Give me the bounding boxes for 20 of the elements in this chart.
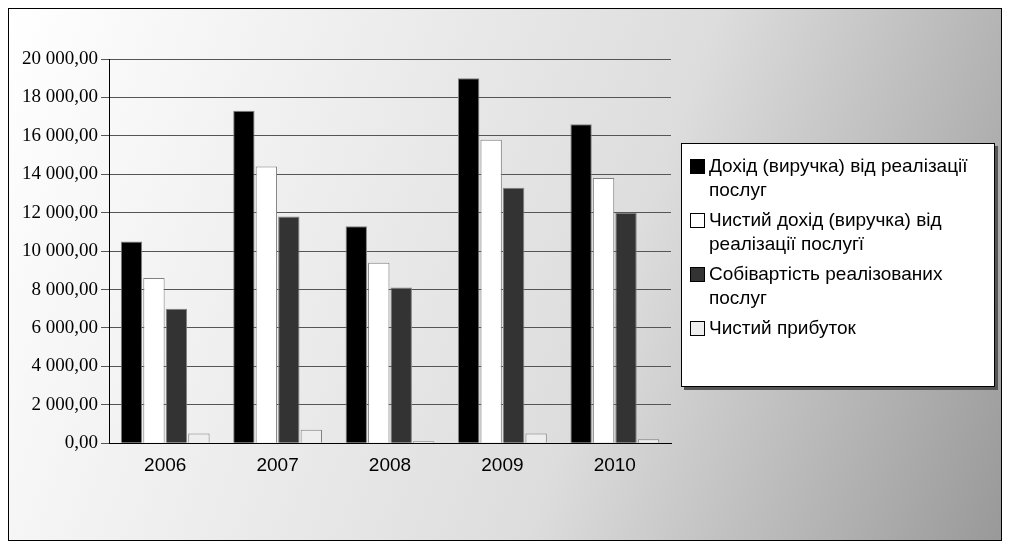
x-tick-label: 2007 — [256, 453, 299, 475]
x-tick-label: 2009 — [481, 453, 524, 475]
legend-label: Чистий дохід (виручка) від реалізації послугї — [709, 207, 943, 256]
y-tick-label: 20 000,00 — [22, 46, 98, 68]
y-tick-label: 18 000,00 — [22, 85, 98, 107]
y-tick-label: 2 000,00 — [31, 392, 98, 414]
legend-label: Чистий прибуток — [709, 315, 856, 340]
legend-label: Собівартість реалізованих послуг — [709, 261, 944, 310]
y-tick-label: 8 000,00 — [31, 277, 98, 299]
x-tick-label: 2010 — [593, 453, 636, 475]
y-tick-label: 10 000,00 — [22, 239, 98, 261]
x-tick-label: 2008 — [368, 453, 412, 475]
y-tick-label: 4 000,00 — [31, 354, 98, 376]
legend-label: Дохід (виручка) від реалізації послуг — [709, 153, 969, 202]
y-tick-label: 0,00 — [64, 431, 98, 453]
y-tick-label: 14 000,00 — [22, 162, 98, 184]
y-tick-label: 16 000,00 — [22, 123, 98, 145]
y-tick-label: 12 000,00 — [22, 200, 98, 222]
x-tick-label: 2006 — [144, 453, 187, 475]
y-tick-label: 6 000,00 — [31, 315, 98, 337]
